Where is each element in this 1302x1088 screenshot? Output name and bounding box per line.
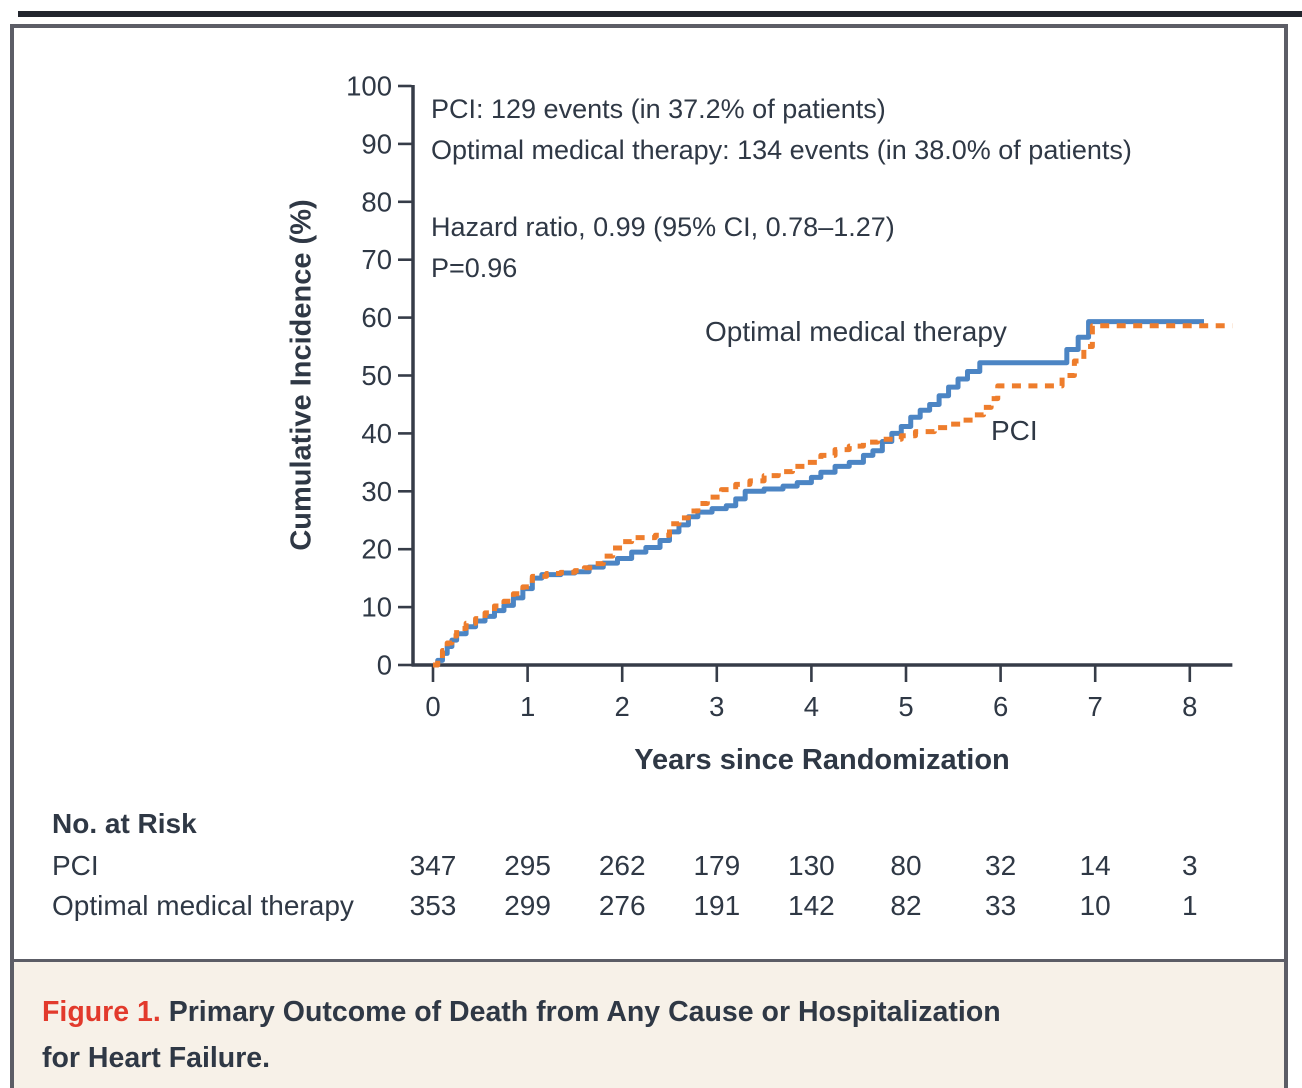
annotation-events: PCI: 129 events (in 37.2% of patients) O…	[431, 89, 1132, 171]
x-tick-label: 8	[1182, 691, 1197, 722]
annotation-hazard-ratio: Hazard ratio, 0.99 (95% CI, 0.78–1.27)	[431, 212, 895, 242]
y-tick-label: 30	[361, 476, 392, 507]
caption-text-2: for Heart Failure.	[42, 1042, 271, 1074]
risk-count: 191	[693, 890, 741, 921]
risk-count: 1	[1182, 890, 1198, 921]
annotation-pci-events: PCI: 129 events (in 37.2% of patients)	[431, 94, 886, 124]
x-tick-label: 6	[993, 691, 1008, 722]
y-axis-title: Cumulative Incidence (%)	[285, 199, 318, 551]
risk-count: 80	[890, 850, 922, 881]
y-tick-label: 40	[361, 418, 392, 449]
x-tick-label: 2	[615, 691, 630, 722]
risk-count: 14	[1079, 850, 1111, 881]
risk-table-heading: No. at Risk	[52, 808, 197, 839]
journal-top-rule	[18, 11, 1302, 17]
risk-count: 10	[1079, 890, 1111, 921]
chart-svg: 0 10 20 30 40 50 60 70 80 90 100 0 1 2 3 4 5 6 7 8	[346, 71, 1233, 722]
risk-count: 142	[788, 890, 835, 921]
x-axis-title: Years since Randomization	[634, 744, 1010, 776]
y-tick-label: 20	[361, 534, 392, 565]
risk-count: 179	[693, 850, 741, 881]
risk-count: 82	[890, 890, 922, 921]
risk-row-label-pci: PCI	[52, 850, 99, 881]
caption-line1: Figure 1. Primary Outcome of Death from …	[42, 989, 1001, 1035]
curve-label-pci: PCI	[991, 415, 1038, 446]
risk-count: 353	[409, 890, 457, 921]
risk-count: 295	[504, 850, 551, 881]
y-tick-label: 0	[377, 650, 392, 681]
omt-curve	[433, 319, 1204, 668]
y-tick-label: 80	[361, 186, 392, 217]
y-tick-label: 100	[346, 71, 392, 102]
annotation-stats: Hazard ratio, 0.99 (95% CI, 0.78–1.27) P…	[431, 207, 895, 289]
y-tick-label: 50	[361, 360, 392, 391]
y-tick-label: 10	[361, 592, 392, 623]
risk-count: 130	[788, 850, 835, 881]
y-tick-label: 70	[361, 244, 392, 275]
curve-label-omt: Optimal medical therapy	[705, 316, 1007, 347]
caption-text-1: Primary Outcome of Death from Any Cause …	[168, 996, 1001, 1028]
figure-frame: 0 10 20 30 40 50 60 70 80 90 100 0 1 2 3 4 5 6 7 8 PCI: 129…	[10, 24, 1288, 1088]
risk-row-label-omt: Optimal medical therapy	[52, 890, 354, 921]
risk-count: 347	[409, 850, 457, 881]
caption-panel: Figure 1. Primary Outcome of Death from …	[14, 959, 1284, 1088]
figure-caption: Figure 1. Primary Outcome of Death from …	[42, 989, 1001, 1081]
pci-curve	[433, 323, 1233, 668]
caption-figure-label: Figure 1.	[42, 996, 161, 1028]
x-tick-label: 7	[1088, 691, 1103, 722]
risk-count: 276	[598, 890, 646, 921]
y-tick-label: 60	[361, 302, 392, 333]
annotation-p-value: P=0.96	[431, 253, 518, 283]
risk-count: 32	[985, 850, 1017, 881]
x-tick-label: 3	[709, 691, 724, 722]
risk-count: 3	[1182, 850, 1198, 881]
x-tick-label: 4	[804, 691, 819, 722]
risk-count: 33	[985, 890, 1017, 921]
annotation-omt-events: Optimal medical therapy: 134 events (in …	[431, 135, 1132, 165]
risk-count: 299	[504, 890, 551, 921]
x-tick-label: 1	[520, 691, 535, 722]
risk-count: 262	[598, 850, 646, 881]
x-tick-label: 5	[898, 691, 913, 722]
x-tick-label: 0	[425, 691, 440, 722]
y-tick-label: 90	[361, 128, 392, 159]
